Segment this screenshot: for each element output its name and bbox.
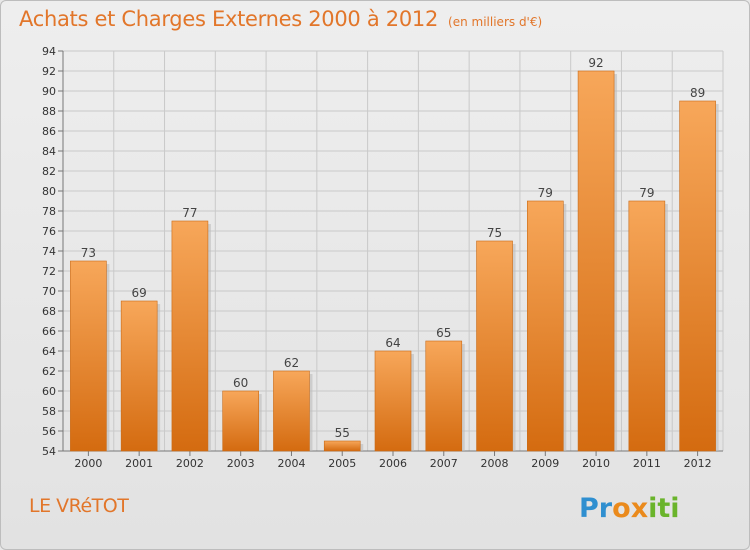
y-tick-label: 62: [42, 365, 56, 378]
bar-2012: [679, 100, 716, 452]
x-tick-label: 2009: [531, 457, 559, 470]
data-label: 77: [182, 206, 197, 220]
data-label: 55: [335, 426, 350, 440]
proxiti-logo: Proxiti: [579, 493, 680, 524]
bar-2004: [273, 370, 310, 452]
y-tick-label: 68: [42, 305, 56, 318]
x-tick-label: 2006: [379, 457, 407, 470]
x-tick-label: 2004: [277, 457, 305, 470]
y-tick-label: 74: [42, 245, 56, 258]
bar-2002: [171, 220, 209, 452]
x-tick-label: 2007: [430, 457, 458, 470]
y-tick-label: 60: [42, 385, 56, 398]
y-tick-label: 54: [42, 445, 56, 458]
axes: 54 56 58 60 62 64 66 68 70 72 74 76 78 80 82 84 86 88 90 92…: [42, 45, 723, 470]
chart-title: Achats et Charges Externes 2000 à 2012 (e…: [19, 7, 542, 31]
data-label: 79: [538, 186, 553, 200]
x-tick-label: 2011: [633, 457, 661, 470]
y-tick-label: 82: [42, 165, 56, 178]
y-tick-label: 64: [42, 345, 56, 358]
y-tick-label: 58: [42, 405, 56, 418]
bar-2006: [374, 350, 412, 452]
bar-chart: 54 56 58 60 62 64 66 68 70 72 74 76 78 80 82 84 86 88 90 92…: [42, 45, 724, 470]
x-tick-label: 2012: [684, 457, 712, 470]
y-tick-label: 78: [42, 205, 56, 218]
x-tick-label: 2010: [582, 457, 610, 470]
bar-2007: [425, 340, 463, 452]
bar-2008: [476, 240, 513, 452]
data-label: 79: [639, 186, 654, 200]
x-tick-label: 2003: [227, 457, 255, 470]
y-tick-label: 94: [42, 45, 56, 58]
data-label: 89: [690, 86, 705, 100]
data-label: 65: [436, 326, 451, 340]
data-label: 75: [487, 226, 502, 240]
town-name: LE VRéTOT: [29, 495, 129, 517]
y-tick-label: 56: [42, 425, 56, 438]
bars: [70, 70, 719, 452]
y-tick-label: 66: [42, 325, 56, 338]
bar-2005: [323, 440, 361, 452]
y-tick-label: 80: [42, 185, 56, 198]
y-tick-label: 90: [42, 85, 56, 98]
data-label: 64: [385, 336, 400, 350]
bar-2011: [628, 200, 666, 452]
x-tick-label: 2005: [328, 457, 356, 470]
y-tick-label: 70: [42, 285, 56, 298]
bar-2003: [222, 390, 259, 452]
proxiti-logo-text: Proxiti: [579, 493, 680, 524]
data-label: 92: [588, 56, 603, 70]
x-tick-label: 2002: [176, 457, 204, 470]
y-tick-label: 92: [42, 65, 56, 78]
x-tick-label: 2001: [125, 457, 153, 470]
bar-2010: [577, 70, 615, 452]
data-labels: 73 69 77 60 62 55 64 65 75 79 92 79 89: [81, 56, 706, 440]
bar-2009: [527, 200, 564, 452]
y-tick-label: 84: [42, 145, 56, 158]
y-tick-label: 86: [42, 125, 56, 138]
x-tick-label: 2008: [481, 457, 509, 470]
x-tick-label: 2000: [74, 457, 102, 470]
y-tick-label: 72: [42, 265, 56, 278]
bar-2000: [70, 260, 107, 452]
y-tick-label: 88: [42, 105, 56, 118]
chart-unit-label: (en milliers d'€): [448, 15, 543, 29]
data-label: 73: [81, 246, 96, 260]
bar-2001: [120, 300, 158, 452]
data-label: 69: [132, 286, 147, 300]
y-tick-label: 76: [42, 225, 56, 238]
data-label: 60: [233, 376, 248, 390]
chart-title-text: Achats et Charges Externes 2000 à 2012: [19, 7, 439, 31]
data-label: 62: [284, 356, 299, 370]
